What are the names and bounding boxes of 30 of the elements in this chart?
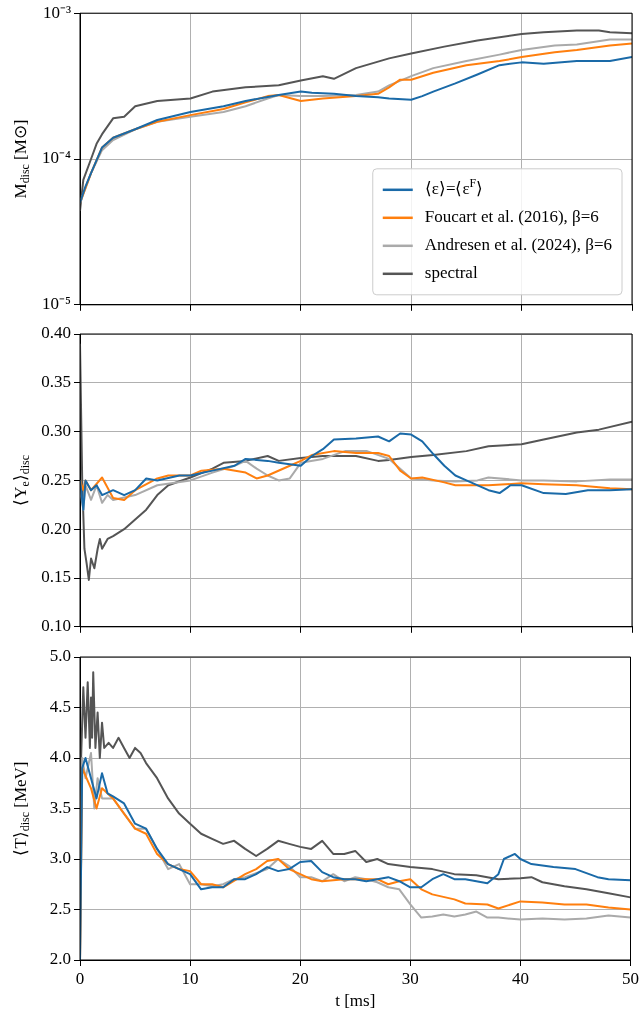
y-tick-label: 0.30 (41, 421, 71, 441)
x-axis-title: t [ms] (335, 991, 376, 1011)
y-axis-title: ⟨T⟩disc [MeV] (11, 761, 33, 856)
legend-label: Andresen et al. (2024), β=6 (424, 235, 613, 255)
x-tick-label: 30 (401, 968, 419, 988)
y-tick-label: 2.5 (49, 898, 71, 918)
y-tick-label: 10⁻³ (42, 2, 71, 22)
x-tick-label: 50 (622, 968, 639, 988)
x-tick-label: 0 (75, 968, 85, 988)
x-tick-label: 40 (511, 968, 529, 988)
legend-label: spectral (424, 263, 478, 283)
y-tick-label: 4.5 (49, 696, 71, 716)
x-tick-label: 20 (291, 968, 309, 988)
y-tick-label: 0.10 (41, 616, 71, 636)
y-tick-label: 0.40 (41, 323, 71, 343)
x-tick-label: 10 (181, 968, 199, 988)
y-axis-title: ⟨Ye⟩disc (11, 455, 33, 506)
y-tick-label: 3.5 (49, 797, 71, 817)
y-tick-label: 0.15 (41, 567, 71, 587)
y-tick-label: 0.20 (41, 518, 71, 538)
y-tick-label: 5.0 (49, 646, 71, 666)
y-tick-label: 10⁻⁴ (42, 148, 72, 168)
legend-label: Foucart et al. (2016), β=6 (424, 207, 599, 227)
y-axis-title: Mdisc [M⊙] (11, 119, 33, 199)
y-tick-label: 0.35 (41, 372, 71, 392)
y-tick-label: 3.0 (49, 848, 71, 868)
y-tick-label: 2.0 (49, 949, 71, 969)
y-tick-label: 10⁻⁵ (42, 294, 72, 314)
y-tick-label: 4.0 (49, 747, 71, 767)
y-tick-label: 0.25 (41, 469, 71, 489)
